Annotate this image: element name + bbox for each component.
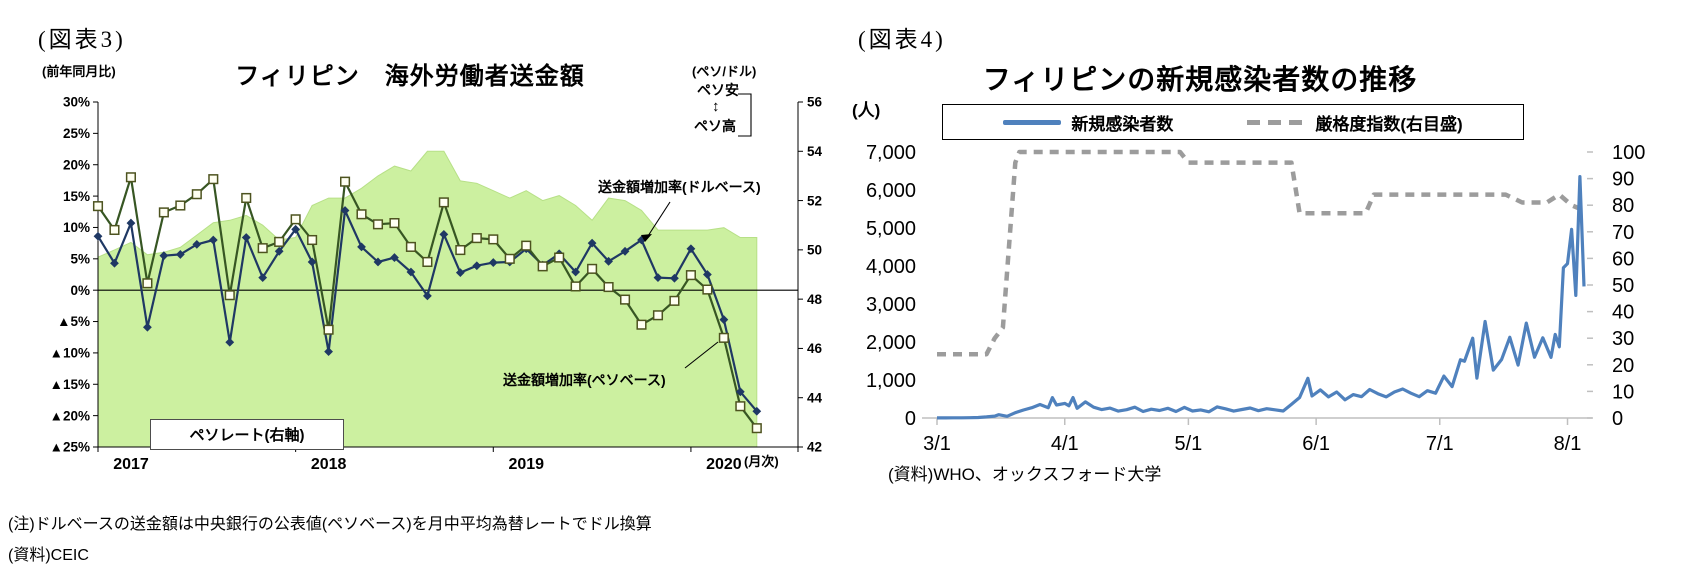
figure4-source: (資料)WHO、オックスフォード大学 xyxy=(888,465,1162,484)
figure3-x-unit: (月次) xyxy=(744,454,779,469)
svg-text:10%: 10% xyxy=(63,220,90,235)
figure3-title: フィリピン 海外労働者送金額 xyxy=(235,63,585,90)
svg-text:4,000: 4,000 xyxy=(866,256,916,278)
svg-text:4/1: 4/1 xyxy=(1051,433,1079,455)
figure3-note: (注)ドルベースの送金額は中央銀行の公表値(ペソベース)を月中平均為替レートでド… xyxy=(8,516,652,533)
svg-text:5,000: 5,000 xyxy=(866,218,916,240)
svg-text:46: 46 xyxy=(807,341,823,356)
svg-text:▲25%: ▲25% xyxy=(50,440,90,455)
svg-text:0%: 0% xyxy=(70,283,90,298)
figure3-right-axis-unit: (ペソ/ドル) xyxy=(692,64,757,79)
svg-text:▲10%: ▲10% xyxy=(50,346,90,361)
svg-text:6,000: 6,000 xyxy=(866,180,916,202)
svg-text:54: 54 xyxy=(807,144,823,159)
svg-text:70: 70 xyxy=(1612,222,1634,244)
svg-text:30: 30 xyxy=(1612,328,1634,350)
svg-text:0: 0 xyxy=(905,408,916,430)
svg-text:7,000: 7,000 xyxy=(866,142,916,164)
svg-text:60: 60 xyxy=(1612,248,1634,270)
fig3-right-ticks: 56 54 52 50 48 46 44 42 xyxy=(798,95,823,455)
svg-text:2018: 2018 xyxy=(311,456,347,473)
figure3-left-axis-unit: (前年同月比) xyxy=(42,64,116,79)
svg-text:6/1: 6/1 xyxy=(1302,433,1330,455)
fig3-axes xyxy=(97,102,799,448)
figure4-tag: (図表4) xyxy=(858,27,946,52)
figure3-tag: (図表3) xyxy=(38,27,126,52)
svg-text:100: 100 xyxy=(1612,142,1645,164)
svg-text:10: 10 xyxy=(1612,381,1634,403)
legend-stringency-label: 厳格度指数(右目盛) xyxy=(1315,114,1463,134)
svg-text:0: 0 xyxy=(1612,408,1623,430)
svg-text:50: 50 xyxy=(1612,275,1634,297)
fig3-x-ticks: 2017 2018 2019 2020 xyxy=(97,447,799,473)
legend-cases-label: 新規感染者数 xyxy=(1071,114,1174,134)
svg-text:▲5%: ▲5% xyxy=(57,314,90,329)
series-line xyxy=(97,176,758,429)
cases-line-sample-icon xyxy=(1003,119,1062,125)
annotation-dollar-base: 送金額増加率(ドルベース) xyxy=(598,179,761,195)
figure3-source: (資料)CEIC xyxy=(8,547,89,564)
fig4-left-tick-labels: 7,000 6,000 5,000 4,000 3,000 2,000 1,000 0 xyxy=(866,142,916,430)
svg-text:20%: 20% xyxy=(63,157,90,172)
fig4-x-tick-labels: 3/1 4/1 5/1 6/1 7/1 8/1 xyxy=(923,433,1581,455)
svg-text:3,000: 3,000 xyxy=(866,294,916,316)
svg-text:42: 42 xyxy=(807,440,822,455)
svg-text:▲20%: ▲20% xyxy=(50,408,90,423)
svg-text:5/1: 5/1 xyxy=(1174,433,1202,455)
figure4-legend: 新規感染者数 厳格度指数(右目盛) xyxy=(942,104,1524,140)
annotation-peso-rate: ペソレート(右軸) xyxy=(150,419,344,450)
stringency-index-line xyxy=(937,149,1585,357)
svg-text:80: 80 xyxy=(1612,195,1634,217)
new-cases-line xyxy=(937,174,1586,420)
svg-text:5%: 5% xyxy=(70,252,90,267)
svg-text:▲15%: ▲15% xyxy=(50,377,90,392)
svg-text:15%: 15% xyxy=(63,189,90,204)
svg-text:40: 40 xyxy=(1612,302,1634,324)
svg-text:56: 56 xyxy=(807,95,823,110)
svg-text:90: 90 xyxy=(1612,169,1634,191)
annotation-peso-base: 送金額増加率(ペソベース) xyxy=(503,372,666,388)
svg-text:2,000: 2,000 xyxy=(866,332,916,354)
figure4-title: フィリピンの新規感染者数の推移 xyxy=(982,64,1418,95)
svg-text:30%: 30% xyxy=(63,95,90,110)
figure4-left-axis-unit: (人) xyxy=(852,101,881,120)
figure3: (図表3) (前年同月比) フィリピン 海外労働者送金額 (ペソ/ドル) ペソ安… xyxy=(0,0,830,581)
figure4: (図表4) フィリピンの新規感染者数の推移 (人) 新規感染者数 厳格度指数(右… xyxy=(830,0,1694,581)
legend-item-stringency: 厳格度指数(右目盛) xyxy=(1247,110,1463,135)
svg-text:48: 48 xyxy=(807,292,823,307)
fig3-annotation-lines xyxy=(641,93,752,369)
svg-text:20: 20 xyxy=(1612,355,1634,377)
svg-text:3/1: 3/1 xyxy=(923,433,951,455)
figure4-chart: 7,0006,0005,0004,0003,0002,0001,00001009… xyxy=(866,142,1645,455)
stringency-line-sample-icon xyxy=(1247,119,1306,125)
svg-text:50: 50 xyxy=(807,243,822,258)
updown-arrow-icon: ↕ xyxy=(712,98,720,115)
legend-item-cases: 新規感染者数 xyxy=(1003,110,1173,135)
peso-weak-label: ペソ安 xyxy=(697,82,739,98)
svg-text:2017: 2017 xyxy=(113,456,149,473)
svg-text:25%: 25% xyxy=(63,126,90,141)
svg-text:1,000: 1,000 xyxy=(866,370,916,392)
svg-text:44: 44 xyxy=(807,390,823,405)
svg-text:7/1: 7/1 xyxy=(1426,433,1454,455)
svg-text:2020: 2020 xyxy=(706,456,742,473)
svg-text:2019: 2019 xyxy=(508,456,544,473)
fig3-left-ticks: 30% 25% 20% 15% 10% 5% 0% ▲5% ▲10% ▲15% ▲20% ▲25% xyxy=(50,95,98,455)
peso-base-markers xyxy=(92,172,762,434)
svg-text:8/1: 8/1 xyxy=(1554,433,1582,455)
fig4-axes xyxy=(922,151,1593,425)
peso-strong-label: ペソ高 xyxy=(694,118,736,134)
svg-text:52: 52 xyxy=(807,193,822,208)
